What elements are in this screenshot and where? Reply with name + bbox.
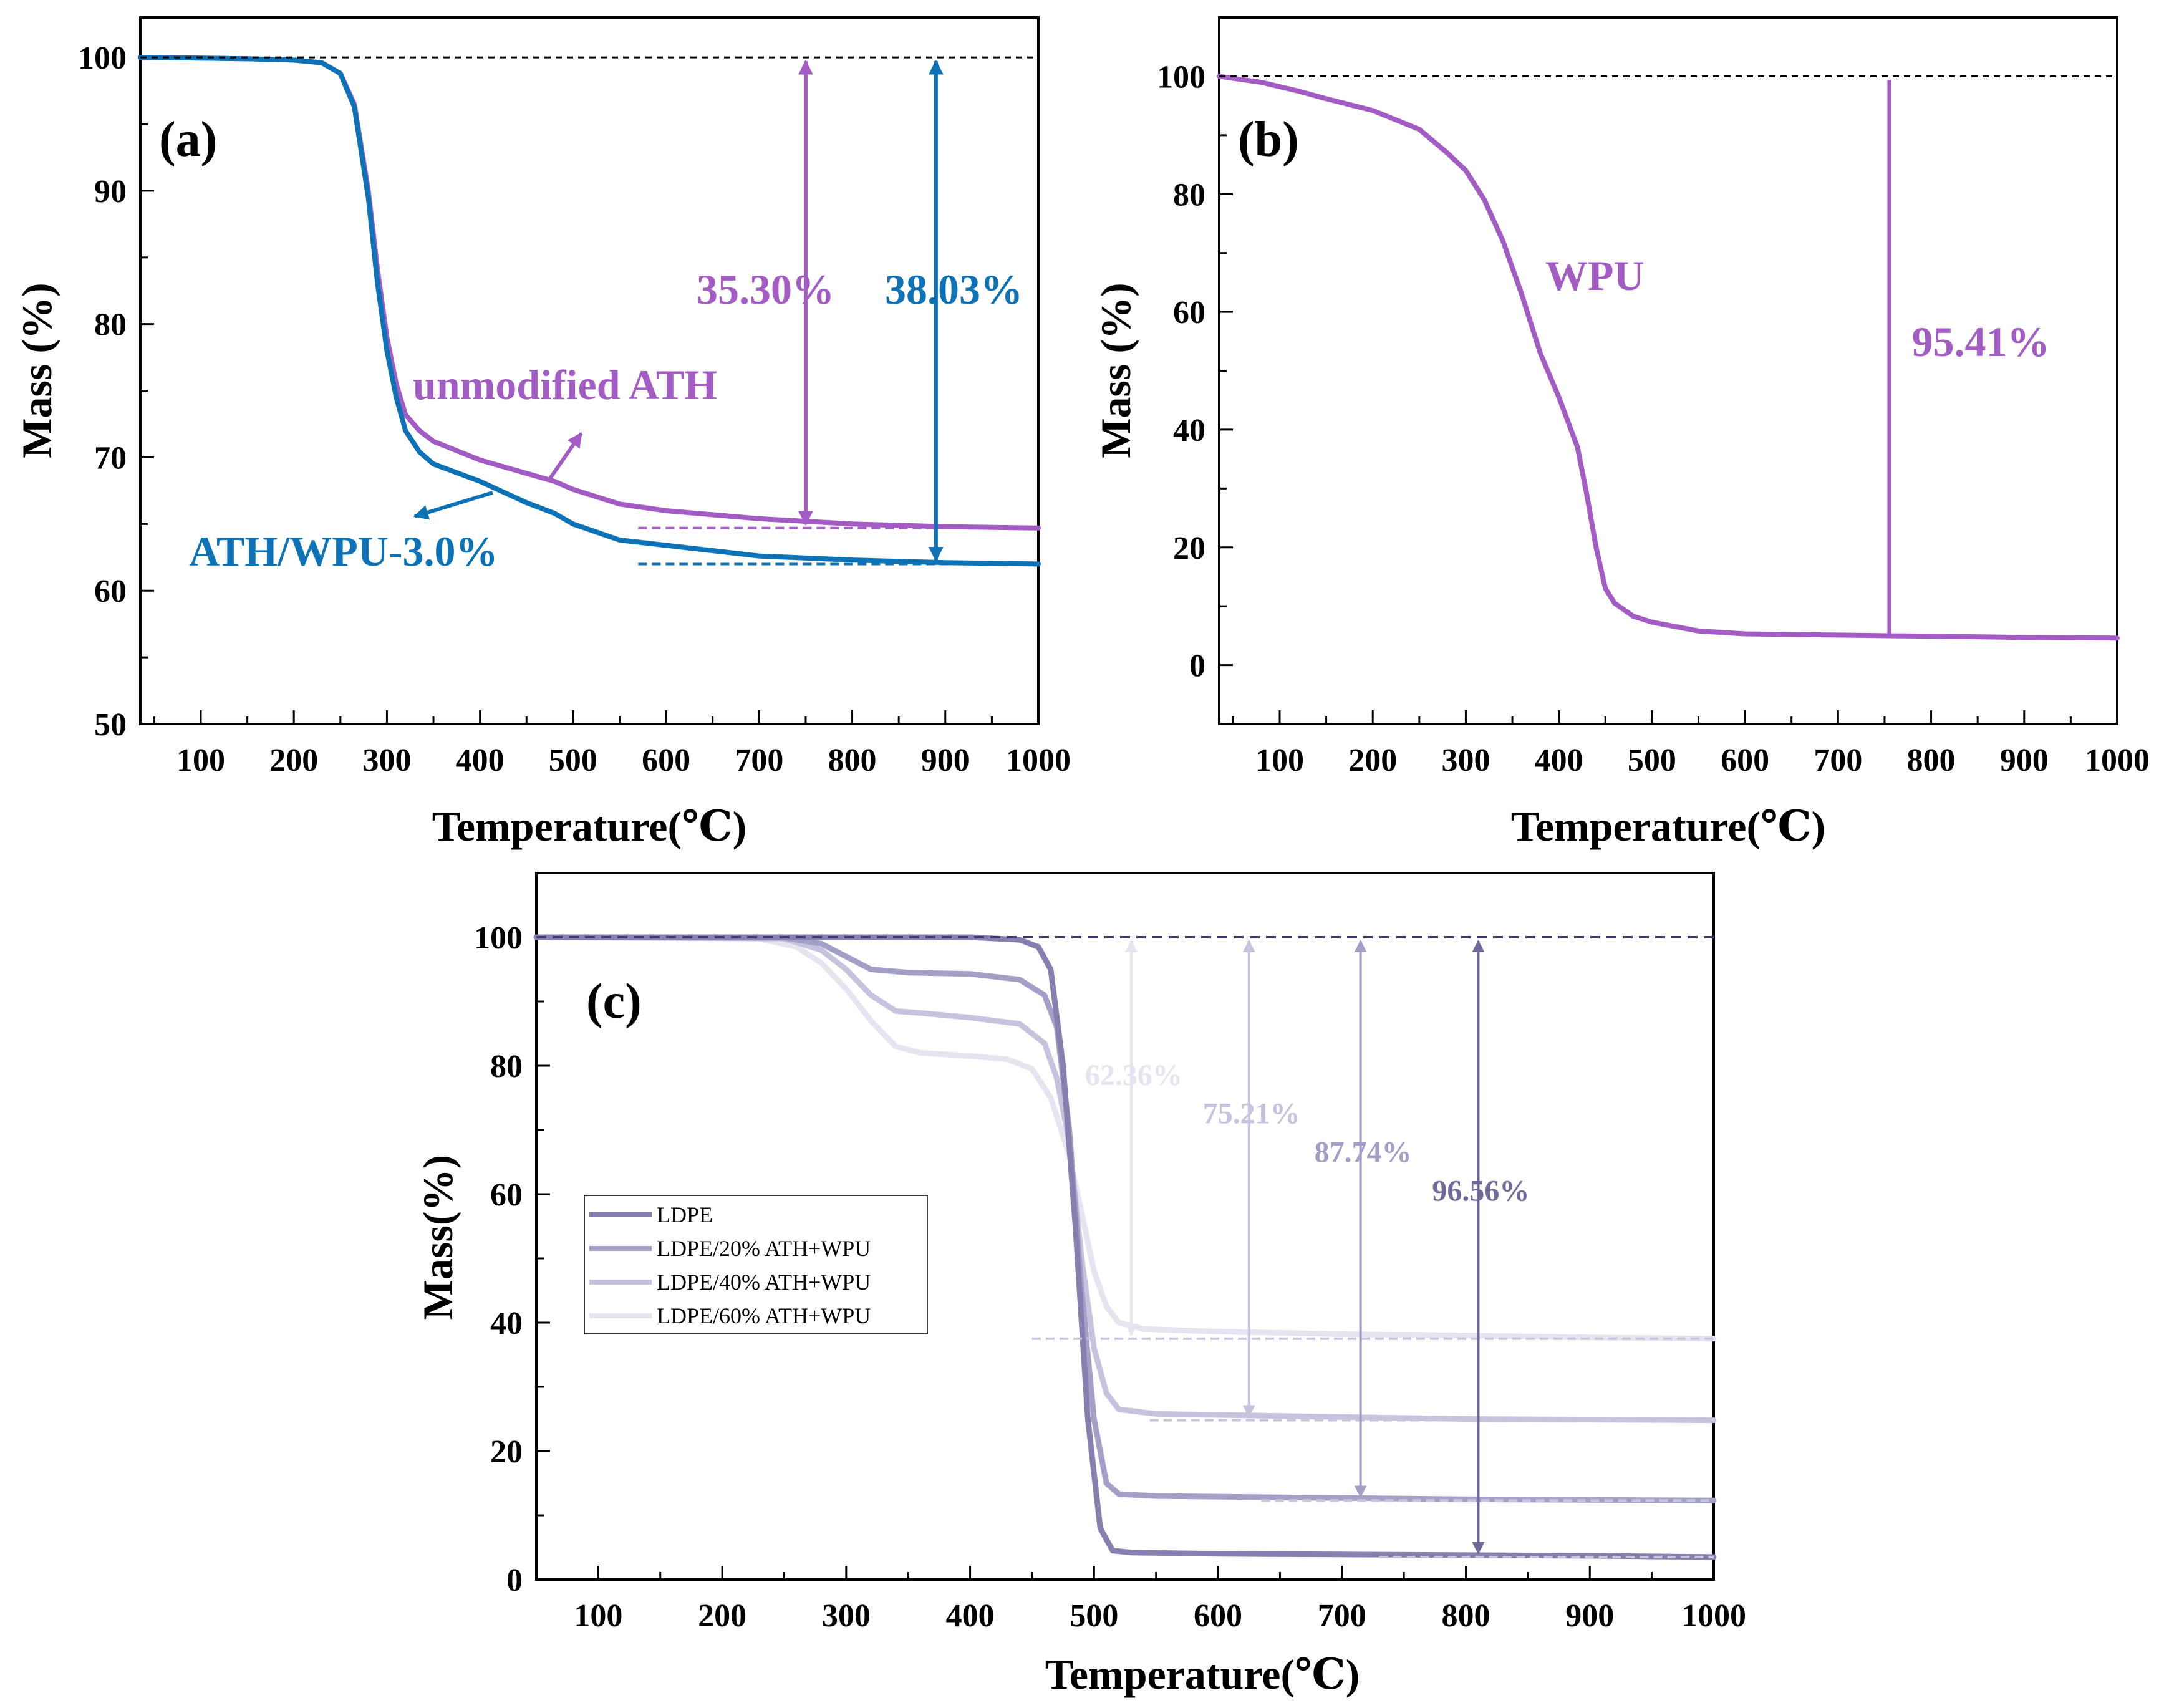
panel-b-ticks: 100 200 300 400 500 600 700 800 900 1000 0 20 40 60 80… (1157, 59, 2150, 778)
panel-b-label: (b) (1238, 112, 1299, 167)
y-tick-label: 40 (490, 1306, 523, 1341)
x-tick-label: 200 (698, 1598, 746, 1634)
mass-loss-label: 75.21% (1203, 1098, 1300, 1131)
y-tick-label: 100 (1157, 59, 1205, 95)
series-line-ath-wpu-3-0- (138, 55, 1041, 567)
panel-a-ticks: 100 200 300 400 500 600 700 800 900 1000 50 60 70 80 9… (78, 41, 1071, 778)
x-tick-label: 700 (1814, 743, 1862, 778)
x-tick-label: 800 (828, 743, 877, 778)
panel-a-y-axis-title: Mass (%) (13, 282, 60, 458)
panel-c-ticks: 100 200 300 400 500 600 700 800 900 1000 0 20 40 60 80… (474, 920, 1746, 1634)
y-tick-label: 100 (474, 920, 523, 956)
legend-label-ldpe20: LDPE/20% ATH+WPU (657, 1236, 871, 1261)
panel-b-series (1217, 74, 2120, 641)
y-tick-label: 80 (490, 1049, 523, 1084)
panel-a-chart: 100 200 300 400 500 600 700 800 900 1000 50 60 70 80 9… (13, 16, 1071, 850)
y-tick-label: 70 (94, 440, 127, 476)
x-tick-label: 700 (1318, 1598, 1366, 1634)
x-tick-label: 900 (2000, 743, 2049, 778)
y-tick-label: 0 (506, 1563, 523, 1598)
panel-b-delta-label: 95.41% (1912, 318, 2050, 365)
panel-b-frame (1218, 16, 2118, 725)
y-tick-label: 100 (78, 41, 127, 76)
x-tick-label: 400 (456, 743, 505, 778)
x-tick-label: 300 (822, 1598, 871, 1634)
x-tick-label: 400 (946, 1598, 995, 1634)
panel-a-annotations (140, 56, 1038, 566)
panel-c-legend: LDPE LDPE/20% ATH+WPU LDPE/40% ATH+WPU L… (584, 1195, 928, 1334)
y-tick-label: 40 (1173, 413, 1205, 448)
panel-c-y-axis-title: Mass(%) (414, 1155, 461, 1320)
panel-c-frame (535, 872, 1715, 1581)
x-tick-label: 700 (735, 743, 783, 778)
panel-a-label: (a) (159, 112, 217, 167)
mass-loss-label: 96.56% (1432, 1174, 1529, 1207)
legend-label-ldpe: LDPE (657, 1202, 713, 1227)
panel-a-delta-35-label: 35.30% (697, 266, 834, 313)
panel-b-x-axis-title: Temperature(℃) (1511, 803, 1826, 850)
x-tick-label: 600 (1721, 743, 1769, 778)
x-tick-label: 300 (362, 743, 411, 778)
mass-loss-label: 87.74% (1315, 1136, 1412, 1169)
panel-c-chart: 100 200 300 400 500 600 700 800 900 1000 0 20 40 60 80… (414, 872, 1746, 1698)
panel-b-annotations (1219, 75, 2117, 635)
x-tick-label: 200 (269, 743, 318, 778)
series-line-wpu (1217, 74, 2120, 641)
x-tick-label: 900 (921, 743, 970, 778)
panel-a-label-unmodified-ath: unmodified ATH (413, 361, 717, 408)
y-tick-label: 20 (490, 1434, 523, 1470)
panel-a-frame (139, 16, 1040, 725)
panel-c-x-axis-title: Temperature(℃) (1045, 1651, 1360, 1698)
panel-a-delta-38-label: 38.03% (885, 266, 1023, 313)
panel-a-series (138, 55, 1041, 567)
y-tick-label: 60 (1173, 295, 1205, 331)
y-tick-label: 50 (94, 707, 127, 743)
x-tick-label: 800 (1442, 1598, 1490, 1634)
panel-b-chart: 100 200 300 400 500 600 700 800 900 1000 0 20 40 60 80… (1092, 16, 2150, 850)
panel-a-pointer-ath-wpu (413, 491, 493, 520)
panel-a-x-axis-title: Temperature(℃) (432, 803, 747, 850)
panel-c-annotations: 62.36% 75.21% 87.74% 96.56% (536, 936, 1714, 1558)
legend-label-ldpe60: LDPE/60% ATH+WPU (657, 1303, 871, 1328)
legend-box (584, 1195, 928, 1334)
series-line-ldpe-60-ath-wpu (533, 934, 1717, 1342)
panel-b-y-axis-title: Mass (%) (1092, 282, 1139, 458)
panel-c-series (533, 934, 1717, 1560)
y-tick-label: 20 (1173, 531, 1205, 566)
legend-label-ldpe40: LDPE/40% ATH+WPU (657, 1270, 871, 1295)
x-tick-label: 100 (574, 1598, 622, 1634)
y-tick-label: 90 (94, 174, 127, 210)
panel-a-label-ath-wpu: ATH/WPU-3.0% (189, 528, 498, 575)
x-tick-label: 400 (1535, 743, 1583, 778)
x-tick-label: 600 (642, 743, 690, 778)
x-tick-label: 900 (1565, 1598, 1614, 1634)
panel-a-pointer-unmodified (547, 432, 583, 481)
y-tick-label: 60 (94, 574, 127, 609)
mass-loss-label: 62.36% (1085, 1059, 1182, 1092)
x-tick-label: 300 (1441, 743, 1490, 778)
x-tick-label: 100 (176, 743, 225, 778)
x-tick-label: 800 (1907, 743, 1956, 778)
series-line-ldpe-40-ath-wpu (533, 934, 1717, 1424)
x-tick-label: 500 (549, 743, 597, 778)
y-tick-label: 80 (1173, 177, 1205, 213)
x-tick-label: 500 (1070, 1598, 1118, 1634)
x-tick-label: 1000 (2085, 743, 2150, 778)
x-tick-label: 600 (1194, 1598, 1242, 1634)
x-tick-label: 100 (1255, 743, 1304, 778)
x-tick-label: 200 (1348, 743, 1397, 778)
y-tick-label: 80 (94, 307, 127, 343)
panel-c-label: (c) (586, 974, 642, 1029)
x-tick-label: 500 (1628, 743, 1676, 778)
x-tick-label: 1000 (1006, 743, 1071, 778)
y-tick-label: 60 (490, 1177, 523, 1213)
series-line-ldpe (533, 934, 1717, 1560)
x-tick-label: 1000 (1681, 1598, 1746, 1634)
y-tick-label: 0 (1189, 649, 1205, 684)
panel-b-wpu-label: WPU (1545, 252, 1645, 299)
